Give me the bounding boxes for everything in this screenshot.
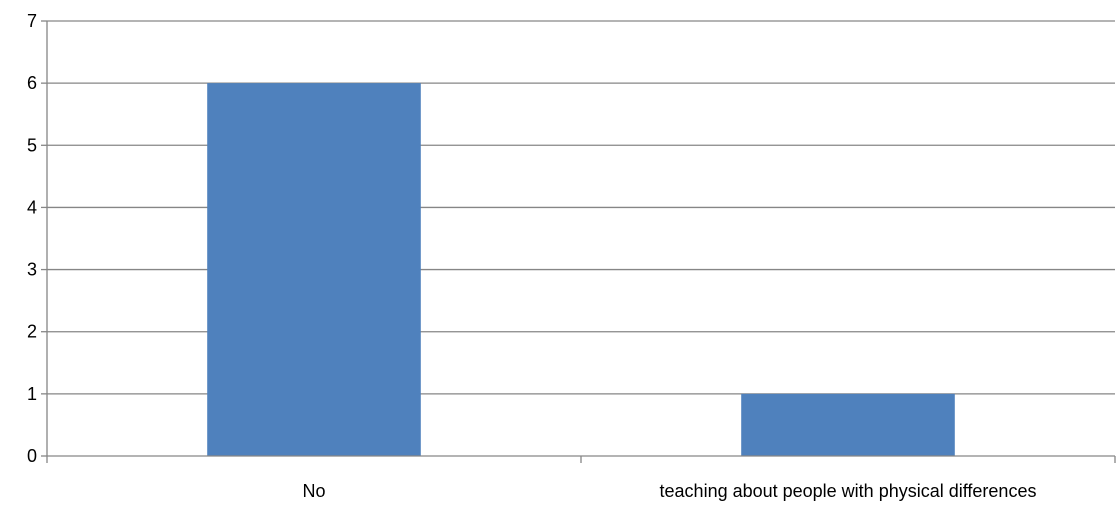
- tick-labels: 0 1 2 3 4 5 6 7 No teaching about people with phy…: [27, 11, 1036, 501]
- y-tick-label-2: 2: [27, 322, 37, 342]
- bar-0: [207, 83, 421, 457]
- y-tick-label-5: 5: [27, 135, 37, 155]
- bars: [207, 83, 955, 457]
- x-category-label-0: No: [302, 481, 325, 501]
- y-tick-label-3: 3: [27, 260, 37, 280]
- y-tick-label-6: 6: [27, 73, 37, 93]
- y-tick-label-4: 4: [27, 197, 37, 217]
- y-tick-label-1: 1: [27, 384, 37, 404]
- y-tick-label-7: 7: [27, 11, 37, 31]
- bar-1: [741, 393, 955, 456]
- x-category-label-1: teaching about people with physical diff…: [660, 481, 1037, 501]
- y-tick-label-0: 0: [27, 446, 37, 466]
- axes: [41, 20, 1116, 463]
